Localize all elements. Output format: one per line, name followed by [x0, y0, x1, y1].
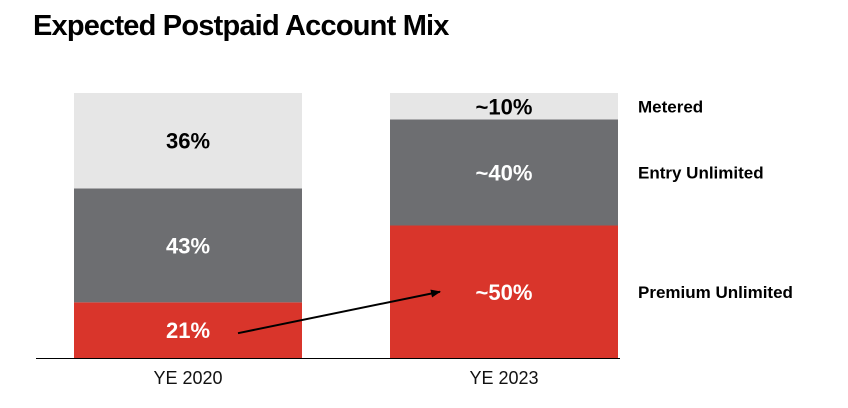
growth-arrow	[237, 289, 441, 335]
data-label-ye-2023-entry-unlimited: ~40%	[476, 161, 533, 186]
legend-entry-unlimited: Entry Unlimited	[638, 164, 764, 183]
data-label-ye-2023-premium-unlimited: ~50%	[476, 280, 533, 305]
x-tick-label-ye-2020: YE 2020	[153, 368, 222, 388]
data-label-ye-2020-premium-unlimited: 21%	[166, 318, 210, 343]
bar-ye-2020-entry-unlimited	[74, 188, 302, 303]
legend-metered: Metered	[638, 97, 703, 116]
bar-ye-2023-metered	[390, 93, 618, 120]
data-label-ye-2020-metered: 36%	[166, 129, 210, 154]
bar-ye-2023-entry-unlimited	[390, 119, 618, 226]
x-tick-label-ye-2023: YE 2023	[469, 368, 538, 388]
chart-title: Expected Postpaid Account Mix	[33, 10, 449, 42]
bar-ye-2020-premium-unlimited	[74, 302, 302, 358]
bar-ye-2020-metered	[74, 93, 302, 189]
legend-premium-unlimited: Premium Unlimited	[638, 283, 793, 302]
bar-ye-2023-premium-unlimited	[390, 225, 618, 358]
data-label-ye-2023-metered: ~10%	[476, 94, 533, 119]
data-label-ye-2020-entry-unlimited: 43%	[166, 233, 210, 258]
